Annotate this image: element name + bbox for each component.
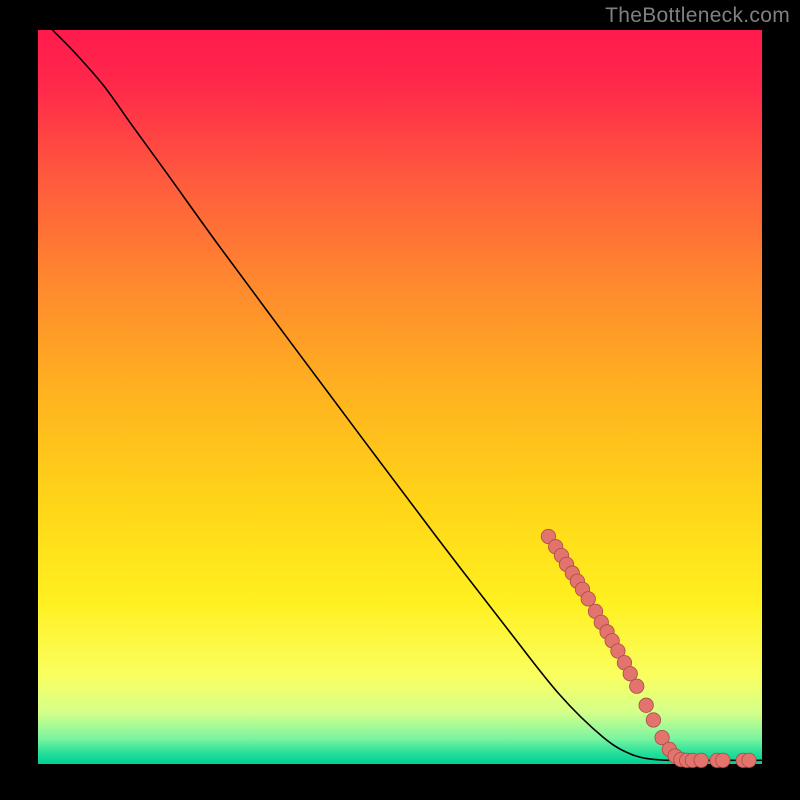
chart-container: TheBottleneck.com [0, 0, 800, 800]
data-marker [630, 679, 644, 693]
data-marker [639, 698, 653, 712]
data-marker [694, 753, 708, 767]
plot-background [38, 30, 762, 764]
data-marker [581, 592, 595, 606]
attribution-text: TheBottleneck.com [605, 4, 790, 28]
data-marker [716, 753, 730, 767]
data-marker [646, 713, 660, 727]
data-marker [742, 753, 756, 767]
chart-svg [0, 0, 800, 800]
